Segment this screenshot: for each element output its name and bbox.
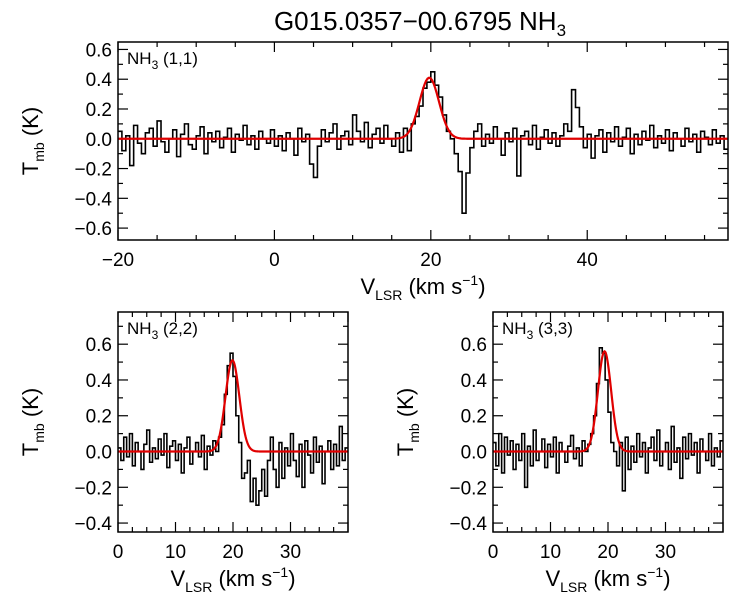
x-tick-label: −20 — [102, 250, 134, 271]
y-tick-label: −0.4 — [74, 189, 112, 210]
panel-nh3-33: 0 10 20 30 −0.4 −0.2 0.0 0.2 0.4 0.6 NH3 (3,3) VLSR… — [393, 311, 724, 595]
y-axis-label: Tmb (K) — [18, 107, 47, 175]
y-tick-label: −0.6 — [74, 219, 112, 240]
y-tick-label: 0.6 — [86, 335, 112, 356]
y-tick-label: −0.4 — [449, 514, 487, 535]
x-axis-label: VLSR (km s−1) — [360, 272, 485, 303]
y-tick-label: −0.2 — [74, 160, 112, 181]
x-tick-label: 20 — [222, 542, 243, 563]
figure-title-sub: 3 — [557, 21, 566, 40]
panel-nh3-11: −20 0 20 40 −0.6 −0.4 −0.2 0.0 0.2 0.4 0.6 NH3 (1,1… — [18, 40, 729, 303]
y-tick-label: 0.2 — [86, 407, 112, 428]
plot-frame — [492, 311, 724, 533]
y-tick-label: −0.2 — [74, 478, 112, 499]
panel-nh3-22: 0 10 20 30 −0.4 −0.2 0.0 0.2 0.4 0.6 NH3 (2,2) VLSR… — [18, 311, 349, 595]
y-tick-label: −0.2 — [449, 478, 487, 499]
figure-title: G015.0357−00.6795 NH3 — [274, 6, 566, 40]
y-tick-label: 0.2 — [461, 407, 487, 428]
y-tick-label: −0.4 — [74, 514, 112, 535]
plot-frame — [117, 41, 729, 241]
x-tick-label: 30 — [280, 542, 301, 563]
y-tick-label: 0.4 — [461, 371, 488, 392]
spectrum-line — [118, 352, 348, 506]
x-tick-label: 0 — [488, 542, 499, 563]
y-tick-label: 0.0 — [86, 130, 112, 151]
panel-label: NH3 (1,1) — [127, 49, 198, 72]
y-axis-label: Tmb (K) — [18, 388, 47, 456]
x-tick-label: 0 — [269, 250, 280, 271]
x-tick-label: 20 — [597, 542, 618, 563]
y-tick-label: 0.0 — [461, 443, 487, 464]
panel-label: NH3 (2,2) — [127, 319, 198, 342]
y-tick-label: 0.4 — [86, 70, 113, 91]
spectrum-line — [493, 346, 723, 492]
x-tick-label: 30 — [655, 542, 676, 563]
x-tick-label: 40 — [577, 250, 598, 271]
gaussian-fit-line — [118, 76, 728, 140]
y-tick-label: 0.2 — [86, 100, 112, 121]
plot-frame — [117, 311, 349, 533]
x-tick-label: 20 — [420, 250, 441, 271]
y-tick-label: 0.4 — [86, 371, 113, 392]
y-tick-label: 0.6 — [461, 335, 487, 356]
figure-title-main: G015.0357−00.6795 NH — [274, 6, 557, 36]
x-tick-label: 10 — [165, 542, 186, 563]
y-axis-label: Tmb (K) — [393, 388, 422, 456]
gaussian-fit-line — [493, 350, 723, 453]
x-tick-label: 10 — [540, 542, 561, 563]
y-tick-label: 0.0 — [86, 443, 112, 464]
gaussian-fit-line — [118, 359, 348, 453]
x-axis-label: VLSR (km s−1) — [170, 564, 295, 595]
x-tick-label: 0 — [113, 542, 124, 563]
spectrum-line — [118, 70, 728, 214]
panel-label: NH3 (3,3) — [502, 319, 573, 342]
x-axis-label: VLSR (km s−1) — [545, 564, 670, 595]
y-tick-label: 0.6 — [86, 40, 112, 61]
